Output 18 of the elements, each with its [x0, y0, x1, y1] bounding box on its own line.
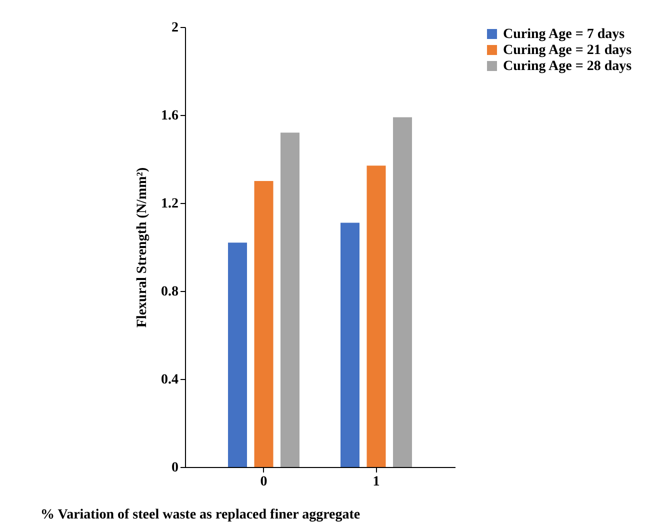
y-axis-title: Flexural Strength (N/mm²): [135, 167, 150, 328]
bar: [228, 242, 247, 467]
y-tick-label: 0: [172, 460, 178, 476]
y-tick-label: 2: [172, 20, 178, 36]
y-tick-label: 1.6: [161, 108, 178, 124]
legend-label: Curing Age = 7 days: [503, 27, 626, 42]
bar: [280, 132, 300, 467]
bar: [366, 166, 386, 467]
bar: [340, 222, 360, 467]
y-tick-label: 0.8: [161, 284, 178, 300]
x-tick-label: 1: [372, 474, 380, 490]
y-tick-label: 0.4: [161, 372, 178, 388]
bar: [254, 181, 274, 467]
legend-label: Curing Age = 28 days: [503, 59, 632, 74]
x-axis-title: % Variation of steel waste as replaced finer aggregate: [40, 508, 360, 522]
y-tick-label: 1.2: [161, 196, 178, 212]
legend-label: Curing Age = 21 days: [503, 43, 632, 58]
bar: [393, 117, 412, 467]
